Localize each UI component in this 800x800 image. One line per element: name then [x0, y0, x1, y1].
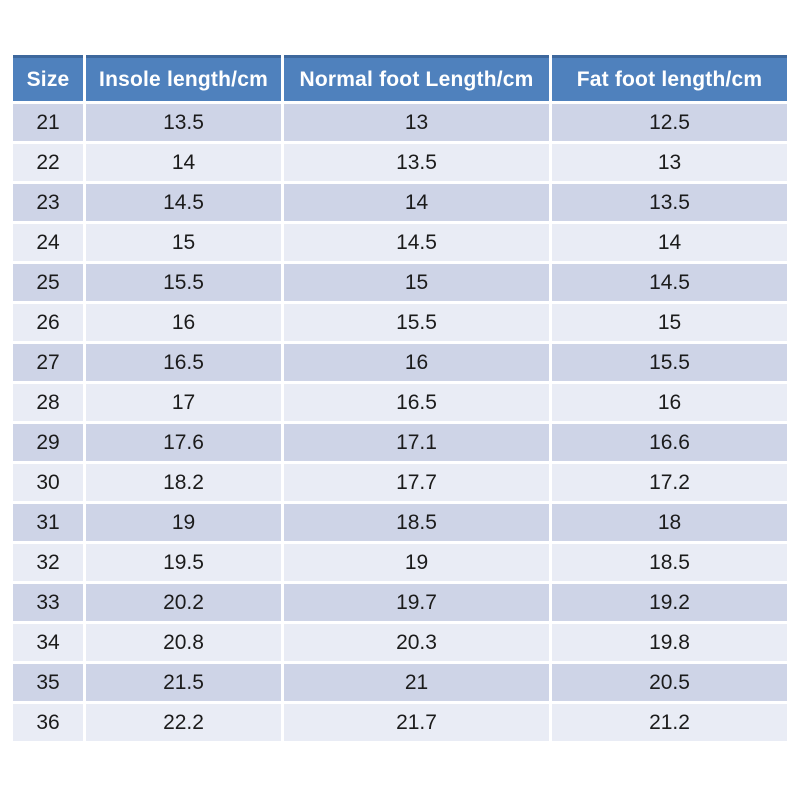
length-value-cell: 13: [552, 144, 787, 181]
length-value-cell: 19.5: [86, 544, 281, 581]
table-row: 34 20.8 20.3 19.8: [13, 624, 787, 661]
table-row: 27 16.5 16 15.5: [13, 344, 787, 381]
length-value-cell: 22.2: [86, 704, 281, 741]
length-value-cell: 20.5: [552, 664, 787, 701]
length-value-cell: 17.1: [284, 424, 549, 461]
length-value-cell: 14.5: [552, 264, 787, 301]
length-value-cell: 12.5: [552, 104, 787, 141]
size-cell: 24: [13, 224, 83, 261]
length-value-cell: 14: [86, 144, 281, 181]
length-value-cell: 14: [284, 184, 549, 221]
size-cell: 36: [13, 704, 83, 741]
size-cell: 34: [13, 624, 83, 661]
length-value-cell: 19.8: [552, 624, 787, 661]
length-value-cell: 17.2: [552, 464, 787, 501]
header-row: Size Insole length/cm Normal foot Length/c…: [13, 55, 787, 101]
table-row: 22 14 13.5 13: [13, 144, 787, 181]
length-value-cell: 17: [86, 384, 281, 421]
length-value-cell: 20.3: [284, 624, 549, 661]
length-value-cell: 14.5: [86, 184, 281, 221]
table-row: 25 15.5 15 14.5: [13, 264, 787, 301]
length-value-cell: 21: [284, 664, 549, 701]
length-value-cell: 16.6: [552, 424, 787, 461]
table-row: 29 17.6 17.1 16.6: [13, 424, 787, 461]
length-value-cell: 19: [284, 544, 549, 581]
table-row: 35 21.5 21 20.5: [13, 664, 787, 701]
table-row: 32 19.5 19 18.5: [13, 544, 787, 581]
table-row: 21 13.5 13 12.5: [13, 104, 787, 141]
length-value-cell: 16.5: [86, 344, 281, 381]
shoe-size-table: Size Insole length/cm Normal foot Length/c…: [10, 52, 790, 744]
size-cell: 27: [13, 344, 83, 381]
size-cell: 29: [13, 424, 83, 461]
length-value-cell: 17.7: [284, 464, 549, 501]
table-row: 31 19 18.5 18: [13, 504, 787, 541]
column-header-insole-length-cm: Insole length/cm: [86, 55, 281, 101]
table-row: 23 14.5 14 13.5: [13, 184, 787, 221]
table-row: 24 15 14.5 14: [13, 224, 787, 261]
length-value-cell: 21.2: [552, 704, 787, 741]
column-header-size: Size: [13, 55, 83, 101]
length-value-cell: 15: [284, 264, 549, 301]
size-cell: 35: [13, 664, 83, 701]
table-row: 28 17 16.5 16: [13, 384, 787, 421]
length-value-cell: 15.5: [284, 304, 549, 341]
length-value-cell: 17.6: [86, 424, 281, 461]
table-row: 26 16 15.5 15: [13, 304, 787, 341]
length-value-cell: 19.7: [284, 584, 549, 621]
length-value-cell: 20.8: [86, 624, 281, 661]
length-value-cell: 16: [86, 304, 281, 341]
length-value-cell: 18.2: [86, 464, 281, 501]
table-body: 21 13.5 13 12.5 22 14 13.5 13 23 14.5 14 13.5 24 15 14…: [13, 104, 787, 741]
length-value-cell: 15.5: [86, 264, 281, 301]
size-cell: 30: [13, 464, 83, 501]
length-value-cell: 13.5: [284, 144, 549, 181]
length-value-cell: 14.5: [284, 224, 549, 261]
column-header-fat-foot-length-cm: Fat foot length/cm: [552, 55, 787, 101]
size-cell: 23: [13, 184, 83, 221]
size-cell: 33: [13, 584, 83, 621]
length-value-cell: 13: [284, 104, 549, 141]
length-value-cell: 21.5: [86, 664, 281, 701]
length-value-cell: 18.5: [284, 504, 549, 541]
length-value-cell: 15: [552, 304, 787, 341]
length-value-cell: 16: [284, 344, 549, 381]
table-row: 33 20.2 19.7 19.2: [13, 584, 787, 621]
size-cell: 32: [13, 544, 83, 581]
table-row: 30 18.2 17.7 17.2: [13, 464, 787, 501]
column-header-normal-foot-length-cm: Normal foot Length/cm: [284, 55, 549, 101]
length-value-cell: 16: [552, 384, 787, 421]
size-cell: 31: [13, 504, 83, 541]
length-value-cell: 14: [552, 224, 787, 261]
table-row: 36 22.2 21.7 21.2: [13, 704, 787, 741]
size-cell: 26: [13, 304, 83, 341]
size-cell: 21: [13, 104, 83, 141]
length-value-cell: 15.5: [552, 344, 787, 381]
size-cell: 28: [13, 384, 83, 421]
length-value-cell: 18.5: [552, 544, 787, 581]
length-value-cell: 16.5: [284, 384, 549, 421]
size-cell: 22: [13, 144, 83, 181]
length-value-cell: 15: [86, 224, 281, 261]
length-value-cell: 13.5: [552, 184, 787, 221]
length-value-cell: 19.2: [552, 584, 787, 621]
length-value-cell: 19: [86, 504, 281, 541]
size-cell: 25: [13, 264, 83, 301]
length-value-cell: 20.2: [86, 584, 281, 621]
length-value-cell: 13.5: [86, 104, 281, 141]
length-value-cell: 18: [552, 504, 787, 541]
length-value-cell: 21.7: [284, 704, 549, 741]
